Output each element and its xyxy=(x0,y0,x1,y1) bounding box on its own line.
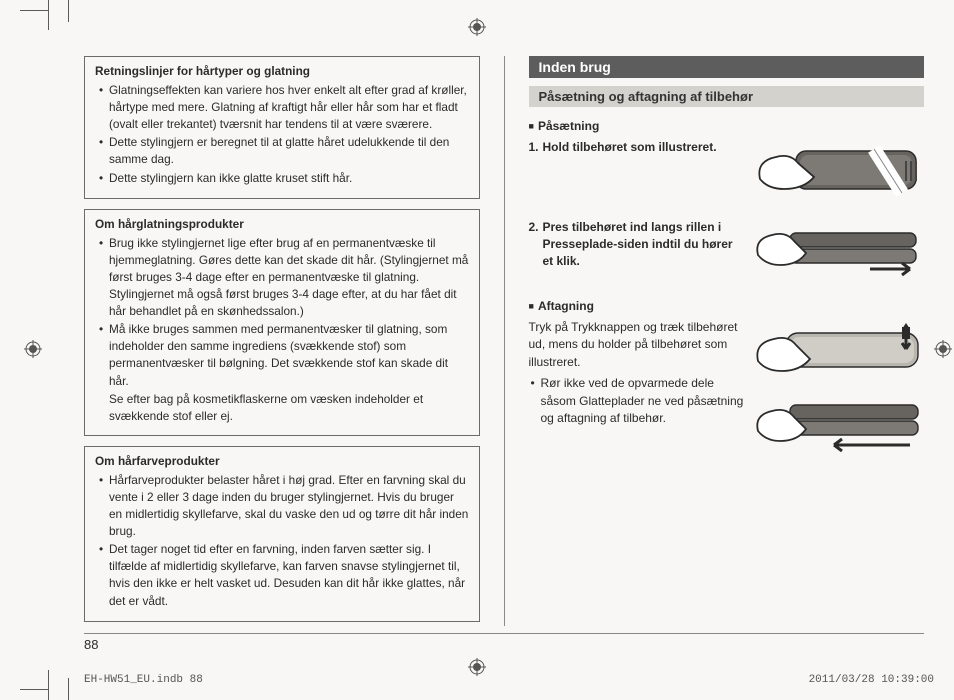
list-item: Dette stylingjern er beregnet til at gla… xyxy=(95,134,469,168)
crop-mark xyxy=(48,670,49,700)
crop-mark xyxy=(20,10,48,11)
left-column: Retningslinjer for hårtyper og glatning … xyxy=(84,56,480,626)
registration-mark-icon xyxy=(24,340,42,358)
detach-text: Tryk på Trykknappen og træk tilbehøret u… xyxy=(529,319,747,455)
list-item: Hårfarveprodukter belaster håret i høj g… xyxy=(95,472,469,540)
list-item: Må ikke bruges sammen med permanentvæske… xyxy=(95,321,469,389)
step-2: 2. Pres tilbehøret ind langs rillen i Pr… xyxy=(529,219,925,281)
step-text: 1. Hold tilbehøret som illustreret. xyxy=(529,139,747,201)
products-box: Om hårglatningsprodukter Brug ikke styli… xyxy=(84,209,480,436)
page-rule xyxy=(84,633,924,634)
list-item: Rør ikke ved de opvarmede dele såsom Gla… xyxy=(529,375,747,427)
color-products-box: Om hårfarveprodukter Hårfarveprodukter b… xyxy=(84,446,480,622)
step-number: 1. xyxy=(529,139,543,156)
list-item: Glatningseffekten kan variere hos hver e… xyxy=(95,82,469,133)
box-title: Om hårglatningsprodukter xyxy=(95,216,469,233)
section-heading: Inden brug xyxy=(529,56,925,78)
detach-heading: Aftagning xyxy=(529,299,925,313)
box-tail-text: Se efter bag på kosmetikflaskerne om væs… xyxy=(95,391,469,425)
step-number: 2. xyxy=(529,219,543,236)
step-text: 2. Pres tilbehøret ind langs rillen i Pr… xyxy=(529,219,747,281)
list-item: Dette stylingjern kan ikke glatte kruset… xyxy=(95,170,469,187)
registration-mark-icon xyxy=(468,18,486,36)
subsection-heading: Påsætning og aftagning af tilbehør xyxy=(529,86,925,107)
detach-intro: Tryk på Trykknappen og træk tilbehøret u… xyxy=(529,320,738,369)
registration-mark-icon xyxy=(934,340,952,358)
column-divider xyxy=(504,56,505,626)
list-item: Det tager noget tid efter en farvning, i… xyxy=(95,541,469,609)
box-title: Retningslinjer for hårtyper og glatning xyxy=(95,63,469,80)
crop-mark xyxy=(68,678,69,700)
print-footer: EH-HW51_EU.indb 88 2011/03/28 10:39:00 xyxy=(84,674,934,686)
right-column: Inden brug Påsætning og aftagning af til… xyxy=(529,56,925,626)
step-label: Pres tilbehøret ind langs rillen i Press… xyxy=(543,219,747,269)
step-1-illustration xyxy=(754,139,924,201)
page-content: Retningslinjer for hårtyper og glatning … xyxy=(84,56,924,626)
attach-heading: Påsætning xyxy=(529,119,925,133)
detach-illustrations xyxy=(754,319,924,455)
detach-illustration-1 xyxy=(754,319,924,381)
step-1: 1. Hold tilbehøret som illustreret. xyxy=(529,139,925,201)
detach-block: Tryk på Trykknappen og træk tilbehøret u… xyxy=(529,319,925,455)
footer-file: EH-HW51_EU.indb 88 xyxy=(84,674,203,686)
step-2-illustration xyxy=(754,219,924,281)
page-number: 88 xyxy=(84,637,98,652)
detach-list: Rør ikke ved de opvarmede dele såsom Gla… xyxy=(529,375,747,427)
crop-mark xyxy=(20,689,48,690)
box-list: Glatningseffekten kan variere hos hver e… xyxy=(95,82,469,187)
guidelines-box: Retningslinjer for hårtyper og glatning … xyxy=(84,56,480,199)
crop-mark xyxy=(68,0,69,22)
detach-illustration-2 xyxy=(754,393,924,455)
footer-timestamp: 2011/03/28 10:39:00 xyxy=(809,674,934,686)
crop-mark xyxy=(48,0,49,30)
step-label: Hold tilbehøret som illustreret. xyxy=(543,139,747,156)
list-item: Brug ikke stylingjernet lige efter brug … xyxy=(95,235,469,320)
box-title: Om hårfarveprodukter xyxy=(95,453,469,470)
box-list: Hårfarveprodukter belaster håret i høj g… xyxy=(95,472,469,610)
box-list: Brug ikke stylingjernet lige efter brug … xyxy=(95,235,469,390)
